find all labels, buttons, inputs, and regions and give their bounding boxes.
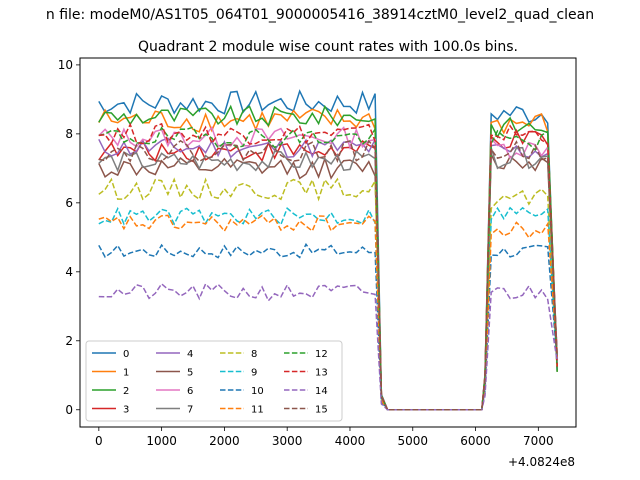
x-tick-label: 7000 xyxy=(523,434,554,448)
y-tick-label: 2 xyxy=(65,334,73,348)
series-line-12 xyxy=(98,126,558,411)
plot-frame xyxy=(79,57,577,428)
x-tick-label: 6000 xyxy=(460,434,491,448)
x-offset-label: +4.0824e8 xyxy=(508,455,575,469)
legend-label-14: 14 xyxy=(315,386,328,397)
figure-suptitle: n file: modeM0/AS1T05_064T01_9000005416_… xyxy=(46,7,594,23)
legend-label-8: 8 xyxy=(251,349,257,360)
y-tick-label: 0 xyxy=(65,403,73,417)
legend-label-10: 10 xyxy=(251,386,264,397)
legend-label-4: 4 xyxy=(187,349,193,360)
legend-label-7: 7 xyxy=(187,405,193,416)
legend-label-15: 15 xyxy=(315,405,328,416)
chart-title: Quadrant 2 module wise count rates with … xyxy=(138,39,518,55)
y-tick-label: 4 xyxy=(65,265,73,279)
legend-label-13: 13 xyxy=(315,368,328,379)
legend-label-11: 11 xyxy=(251,405,264,416)
y-tick-label: 10 xyxy=(58,58,73,72)
series-layer xyxy=(98,89,558,411)
x-tick-label: 1000 xyxy=(146,434,177,448)
x-tick-label: 2000 xyxy=(209,434,240,448)
y-tick-label: 6 xyxy=(65,196,73,210)
legend-label-0: 0 xyxy=(123,349,129,360)
x-tick-label: 4000 xyxy=(335,434,366,448)
legend-label-5: 5 xyxy=(187,368,193,379)
legend-label-9: 9 xyxy=(251,368,257,379)
series-line-15 xyxy=(98,139,558,411)
legend-box xyxy=(85,340,343,422)
x-tick-label: 3000 xyxy=(272,434,303,448)
y-tick-label: 8 xyxy=(65,127,73,141)
series-line-8 xyxy=(98,177,558,411)
legend-label-1: 1 xyxy=(123,368,129,379)
legend-label-6: 6 xyxy=(187,386,193,397)
y-axis: 0 2 4 6 8 10 xyxy=(58,58,80,417)
legend-label-3: 3 xyxy=(123,405,129,416)
x-axis: 0 1000 2000 3000 4000 5000 6000 7000 xyxy=(95,427,554,448)
legend-label-12: 12 xyxy=(315,349,328,360)
legend-label-2: 2 xyxy=(123,386,129,397)
x-tick-label: 5000 xyxy=(397,434,428,448)
x-tick-label: 0 xyxy=(95,434,103,448)
